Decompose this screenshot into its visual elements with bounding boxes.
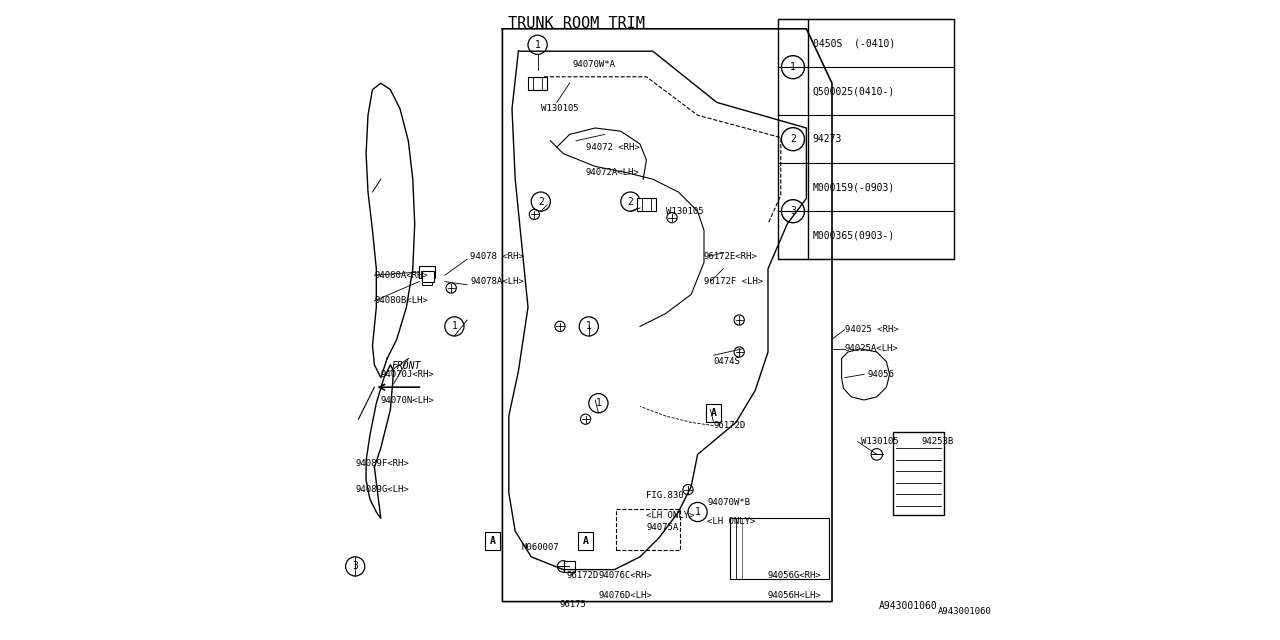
Bar [420, 266, 435, 278]
Text: A943001060: A943001060 [879, 601, 937, 611]
Text: FIG.830: FIG.830 [646, 492, 684, 500]
Text: 94075A: 94075A [646, 524, 678, 532]
Text: 96172E<RH>: 96172E<RH> [704, 252, 758, 260]
Text: 94080A<RH>: 94080A<RH> [374, 271, 428, 280]
Text: A: A [582, 536, 589, 546]
Text: 94025A<LH>: 94025A<LH> [845, 344, 899, 353]
Text: 96172F <LH>: 96172F <LH> [704, 277, 763, 286]
Text: 94253B: 94253B [922, 437, 954, 446]
Text: 96172D: 96172D [566, 572, 599, 580]
Text: 94078A<LH>: 94078A<LH> [471, 277, 524, 286]
Text: 94076C<RH>: 94076C<RH> [599, 572, 652, 580]
Text: 2: 2 [627, 196, 634, 207]
Bar [777, 19, 954, 259]
Bar [893, 432, 943, 515]
Text: 1: 1 [695, 507, 700, 517]
Bar [564, 561, 576, 572]
Bar [485, 532, 500, 550]
Text: 94072A<LH>: 94072A<LH> [585, 168, 639, 177]
Bar [730, 518, 829, 579]
Text: 94089G<LH>: 94089G<LH> [356, 485, 408, 494]
Text: 1: 1 [535, 40, 540, 50]
Text: W130105: W130105 [666, 207, 703, 216]
Text: 94056G<RH>: 94056G<RH> [768, 572, 822, 580]
Bar [707, 404, 722, 422]
Bar [637, 198, 657, 211]
Text: W130105: W130105 [540, 104, 579, 113]
Bar [616, 509, 680, 550]
Text: 94056: 94056 [868, 370, 893, 379]
Text: 94070W*B: 94070W*B [708, 498, 750, 507]
Text: FRONT: FRONT [392, 361, 421, 371]
Text: W130105: W130105 [860, 437, 899, 446]
Text: 96175: 96175 [561, 600, 586, 609]
Text: 0450S  (-0410): 0450S (-0410) [813, 38, 895, 48]
Bar [422, 277, 431, 285]
Text: Q500025(0410-): Q500025(0410-) [813, 86, 895, 96]
Text: 1: 1 [452, 321, 457, 332]
Text: 3: 3 [352, 561, 358, 572]
Text: <LH ONLY>: <LH ONLY> [708, 517, 755, 526]
Text: 94070N<LH>: 94070N<LH> [381, 396, 434, 404]
Text: 94080B<LH>: 94080B<LH> [374, 296, 428, 305]
Bar [422, 271, 434, 282]
Text: 94025 <RH>: 94025 <RH> [845, 325, 899, 334]
Text: M000159(-0903): M000159(-0903) [813, 182, 895, 192]
Text: A: A [490, 536, 495, 546]
Text: <LH ONLY>: <LH ONLY> [646, 511, 695, 520]
Bar [579, 532, 594, 550]
Text: 1: 1 [595, 398, 602, 408]
Text: M060007: M060007 [522, 543, 559, 552]
Text: 94076D<LH>: 94076D<LH> [599, 591, 652, 600]
Text: A943001060: A943001060 [937, 607, 991, 616]
Bar [529, 77, 548, 90]
Text: 94070W*A: 94070W*A [573, 60, 616, 68]
Text: 0474S: 0474S [714, 357, 740, 366]
Text: 2: 2 [790, 134, 796, 144]
Text: TRUNK ROOM TRIM: TRUNK ROOM TRIM [508, 16, 644, 31]
Text: 96172D: 96172D [714, 421, 746, 430]
Text: 2: 2 [538, 196, 544, 207]
Text: 94078 <RH>: 94078 <RH> [471, 252, 524, 260]
Text: 94070J<RH>: 94070J<RH> [381, 370, 434, 379]
Text: 94273: 94273 [813, 134, 842, 144]
Text: A: A [710, 408, 717, 418]
Text: 3: 3 [790, 206, 796, 216]
Text: 1: 1 [586, 321, 591, 332]
Text: M000365(0903-): M000365(0903-) [813, 230, 895, 240]
Text: 1: 1 [790, 62, 796, 72]
Text: 94072 <RH>: 94072 <RH> [585, 143, 639, 152]
Text: 94056H<LH>: 94056H<LH> [768, 591, 822, 600]
Text: 94089F<RH>: 94089F<RH> [356, 460, 408, 468]
